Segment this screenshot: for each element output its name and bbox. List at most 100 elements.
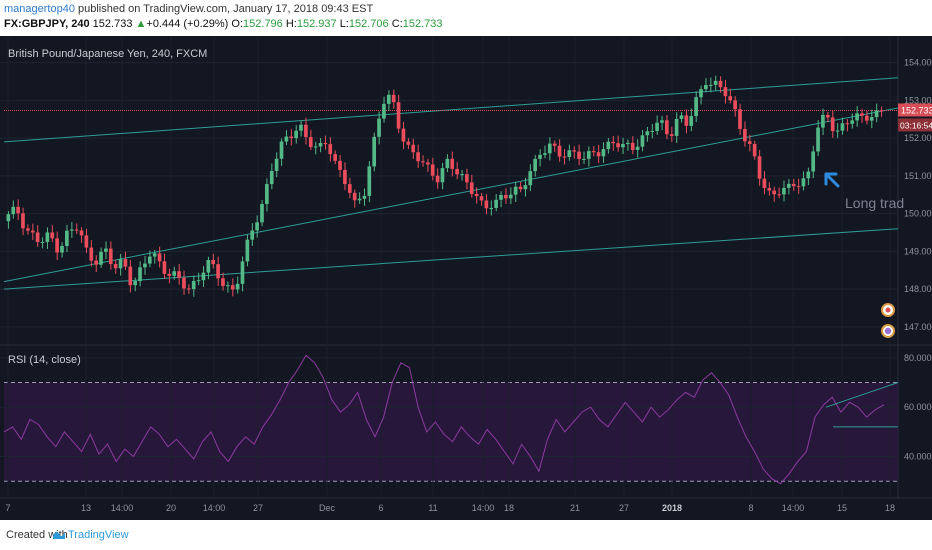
candle-body xyxy=(221,278,225,287)
author-link[interactable]: managertop40 xyxy=(4,3,75,15)
candle-body xyxy=(684,115,689,126)
candle-body xyxy=(801,178,806,187)
time-tick-label: 13 xyxy=(81,503,91,513)
candle-body xyxy=(821,114,825,128)
high-value: 152.937 xyxy=(296,18,337,30)
candle-body xyxy=(172,271,177,276)
candle-body xyxy=(94,260,98,265)
candle-body xyxy=(377,118,381,137)
candle-body xyxy=(879,110,884,112)
candle-body xyxy=(430,164,435,176)
candle-body xyxy=(743,128,747,142)
candle-body xyxy=(674,118,679,136)
candle-body xyxy=(864,115,869,121)
candle-body xyxy=(123,259,128,267)
last-price-label: 152.733 xyxy=(901,105,932,115)
candle-body xyxy=(835,130,840,132)
candle-body xyxy=(89,247,94,261)
candle-body xyxy=(860,113,864,116)
candle-body xyxy=(577,151,581,159)
candle-body xyxy=(386,94,391,104)
candle-body xyxy=(504,194,508,199)
candle-body xyxy=(538,154,542,159)
symbol-label[interactable]: FX:GBPJPY xyxy=(4,18,66,30)
time-tick-label: 21 xyxy=(570,503,580,513)
candle-body xyxy=(308,137,313,148)
tradingview-link[interactable]: TradingView xyxy=(68,529,129,541)
candle-body xyxy=(484,200,489,209)
candle-body xyxy=(167,273,172,276)
candle-body xyxy=(723,87,728,97)
candle-body xyxy=(11,206,16,215)
candle-body xyxy=(840,123,845,131)
candle-body xyxy=(99,251,103,265)
candle-body xyxy=(777,194,781,196)
candle-body xyxy=(699,89,703,98)
candle-body xyxy=(191,280,196,290)
created-with-label: Created with xyxy=(6,529,68,541)
candle-body xyxy=(294,130,298,139)
candle-body xyxy=(260,204,264,223)
candle-body xyxy=(108,248,113,265)
time-tick-label: 14:00 xyxy=(111,503,134,513)
candle-body xyxy=(650,131,655,133)
candle-body xyxy=(752,143,757,157)
price-tick-label: 147.000 xyxy=(904,322,932,332)
candle-body xyxy=(50,232,55,239)
countdown-label: 03:16:54 xyxy=(900,120,932,130)
candle-body xyxy=(494,199,498,208)
event-marker-dot xyxy=(885,307,891,313)
candle-body xyxy=(816,127,820,152)
candle-body xyxy=(450,158,455,169)
candle-body xyxy=(30,230,35,233)
price-tick-label: 152.000 xyxy=(904,133,932,143)
candle-body xyxy=(518,186,523,190)
candle-body xyxy=(845,123,850,125)
rsi-trendline xyxy=(825,382,899,408)
time-tick-label: 14:00 xyxy=(782,503,805,513)
open-value: 152.796 xyxy=(243,18,283,30)
candle-body xyxy=(572,150,576,152)
candle-body xyxy=(318,142,323,147)
time-tick-label: 20 xyxy=(166,503,176,513)
candle-body xyxy=(152,253,157,257)
candle-body xyxy=(343,169,347,185)
candle-body xyxy=(367,166,372,196)
candle-body xyxy=(543,153,547,155)
candle-body xyxy=(830,117,835,132)
candle-body xyxy=(147,256,152,264)
candle-body xyxy=(421,161,425,163)
candle-body xyxy=(84,235,89,248)
candle-body xyxy=(708,84,713,86)
candle-body xyxy=(786,183,791,188)
candle-body xyxy=(406,141,411,145)
flag-marker-dot xyxy=(884,327,892,335)
candle-body xyxy=(850,120,855,124)
countdown-badge xyxy=(898,118,932,132)
candle-body xyxy=(401,128,406,142)
candle-body xyxy=(655,122,659,132)
candle-body xyxy=(265,184,269,205)
candle-body xyxy=(440,168,445,183)
candle-body xyxy=(611,141,616,144)
rsi-tick-label: 60.0000 xyxy=(904,402,932,412)
candle-body xyxy=(508,194,513,199)
candle-body xyxy=(35,232,40,243)
candle-body xyxy=(60,245,64,253)
candle-body xyxy=(230,285,235,290)
candle-body xyxy=(391,94,396,103)
chart-canvas[interactable]: 154.000 153.000 152.000 151.000 150.000 149.0… xyxy=(0,36,932,520)
candle-body xyxy=(216,264,220,279)
candle-body xyxy=(55,238,59,253)
candle-body xyxy=(445,158,450,169)
chart-area[interactable]: 154.000 153.000 152.000 151.000 150.000 149.0… xyxy=(0,36,932,520)
candle-body xyxy=(289,136,294,139)
candle-body xyxy=(357,198,362,201)
candle-body xyxy=(284,136,289,142)
candle-body xyxy=(635,146,640,150)
open-label: O: xyxy=(231,18,244,30)
candle-body xyxy=(113,264,118,269)
candle-body xyxy=(669,134,674,136)
candle-body xyxy=(640,135,645,147)
candle-body xyxy=(104,248,108,252)
